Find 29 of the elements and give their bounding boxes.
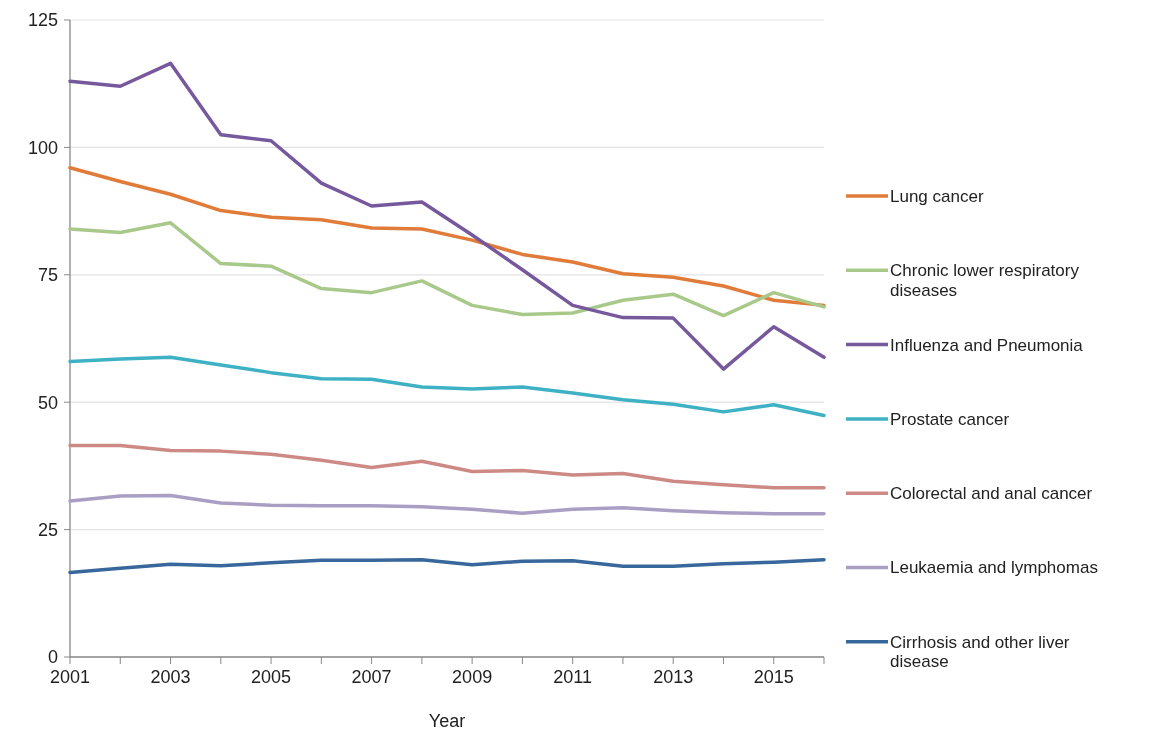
y-tick-label: 125 [27,10,58,31]
y-tick-label: 75 [37,265,58,286]
legend-label: Lung cancer [890,186,984,206]
x-tick-label: 2011 [553,667,593,687]
line-series [68,557,826,575]
legend-label: Chronic lower respiratory diseases [890,261,1080,300]
line-series [68,493,826,516]
line-series [68,443,826,490]
y-tick-label: 100 [27,137,58,158]
x-tick-label: 2007 [351,667,392,687]
line-series [68,355,826,418]
x-tick-label: 2001 [49,667,91,687]
x-tick-label: 2013 [653,667,694,687]
y-tick-label: 0 [47,647,58,668]
line-series [68,61,826,371]
x-tick-label: 2015 [753,667,794,687]
y-tick-label: 25 [37,519,58,540]
legend-label: Cirrhosis and other liver disease [890,632,1070,672]
x-axis-title: Year [428,711,466,731]
legend-label: Colorectal and anal cancer [890,484,1093,504]
x-tick-label: 2005 [251,667,292,687]
line-series [68,221,826,318]
y-tick-label: 50 [37,392,58,413]
line-series [68,166,826,308]
x-tick-label: 2003 [150,667,191,687]
legend-label: Influenza and Pneumonia [890,335,1084,355]
x-tick-label: 2009 [452,667,493,687]
legend-label: Leukaemia and lymphomas [890,558,1098,578]
legend-label: Prostate cancer [890,409,1010,429]
